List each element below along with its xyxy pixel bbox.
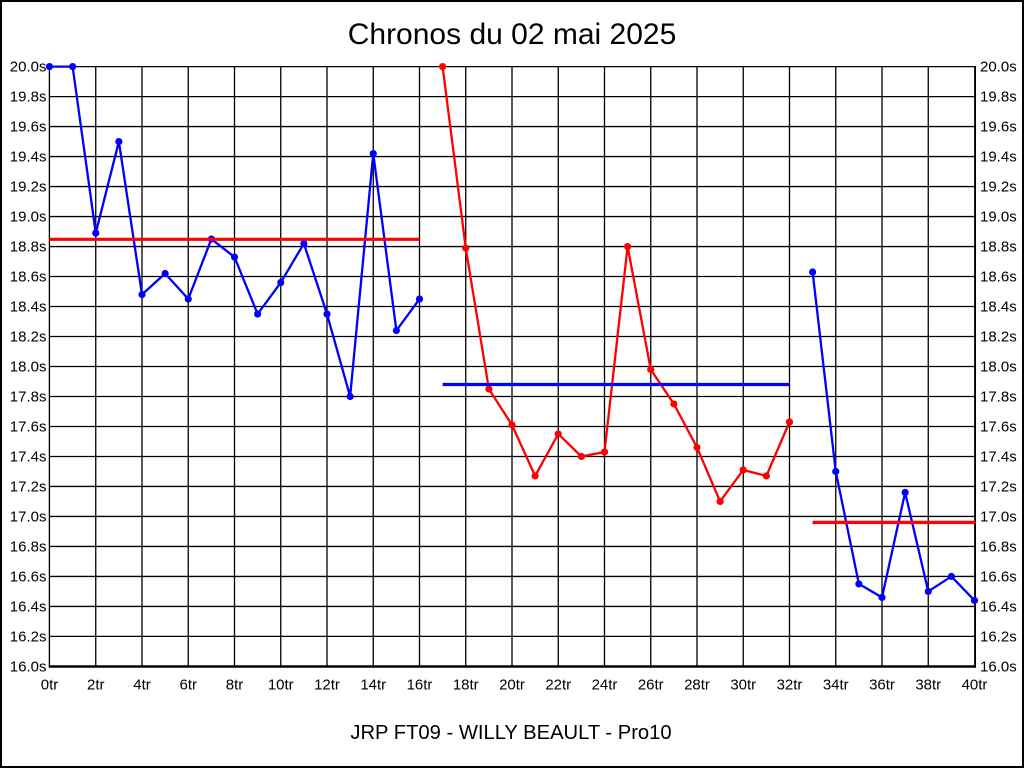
svg-text:10tr: 10tr bbox=[268, 677, 294, 694]
svg-text:2tr: 2tr bbox=[87, 677, 105, 694]
svg-text:19.4s: 19.4s bbox=[980, 148, 1017, 165]
svg-text:38tr: 38tr bbox=[915, 677, 941, 694]
svg-text:17.8s: 17.8s bbox=[980, 388, 1017, 405]
svg-text:Chronos du 02 mai 2025: Chronos du 02 mai 2025 bbox=[348, 18, 677, 51]
svg-text:JRP FT09 - WILLY BEAULT - Pro1: JRP FT09 - WILLY BEAULT - Pro10 bbox=[350, 722, 671, 744]
svg-text:19.0s: 19.0s bbox=[10, 208, 47, 225]
svg-text:16.2s: 16.2s bbox=[10, 628, 47, 645]
svg-text:17.0s: 17.0s bbox=[980, 508, 1017, 525]
svg-text:16.6s: 16.6s bbox=[10, 568, 47, 585]
svg-text:19.4s: 19.4s bbox=[10, 148, 47, 165]
svg-text:17.4s: 17.4s bbox=[10, 448, 47, 465]
svg-text:18.4s: 18.4s bbox=[980, 298, 1017, 315]
svg-text:16.4s: 16.4s bbox=[10, 598, 47, 615]
svg-text:19.8s: 19.8s bbox=[10, 88, 47, 105]
svg-text:36tr: 36tr bbox=[869, 677, 895, 694]
svg-text:4tr: 4tr bbox=[133, 677, 151, 694]
svg-text:17.2s: 17.2s bbox=[10, 478, 47, 495]
svg-text:18.6s: 18.6s bbox=[10, 268, 47, 285]
svg-text:16.2s: 16.2s bbox=[980, 628, 1017, 645]
svg-text:28tr: 28tr bbox=[684, 677, 710, 694]
svg-text:19.6s: 19.6s bbox=[10, 118, 47, 135]
svg-text:30tr: 30tr bbox=[730, 677, 756, 694]
svg-text:16.0s: 16.0s bbox=[980, 658, 1017, 675]
svg-text:16.8s: 16.8s bbox=[10, 538, 47, 555]
svg-text:17.4s: 17.4s bbox=[980, 448, 1017, 465]
svg-text:16.8s: 16.8s bbox=[980, 538, 1017, 555]
svg-text:18.0s: 18.0s bbox=[980, 358, 1017, 375]
svg-text:19.6s: 19.6s bbox=[980, 118, 1017, 135]
svg-text:17.0s: 17.0s bbox=[10, 508, 47, 525]
svg-text:6tr: 6tr bbox=[179, 677, 197, 694]
svg-text:18tr: 18tr bbox=[453, 677, 479, 694]
svg-text:19.0s: 19.0s bbox=[980, 208, 1017, 225]
svg-text:20.0s: 20.0s bbox=[10, 59, 47, 76]
svg-text:8tr: 8tr bbox=[226, 677, 244, 694]
svg-text:17.6s: 17.6s bbox=[980, 418, 1017, 435]
svg-text:26tr: 26tr bbox=[638, 677, 664, 694]
svg-text:0tr: 0tr bbox=[41, 677, 59, 694]
svg-text:17.2s: 17.2s bbox=[980, 478, 1017, 495]
svg-text:18.4s: 18.4s bbox=[10, 298, 47, 315]
svg-text:16tr: 16tr bbox=[407, 677, 433, 694]
svg-text:34tr: 34tr bbox=[823, 677, 849, 694]
svg-text:22tr: 22tr bbox=[545, 677, 571, 694]
svg-text:20tr: 20tr bbox=[499, 677, 525, 694]
svg-text:40tr: 40tr bbox=[962, 677, 988, 694]
svg-text:16.0s: 16.0s bbox=[10, 658, 47, 675]
svg-text:18.8s: 18.8s bbox=[980, 238, 1017, 255]
svg-text:16.4s: 16.4s bbox=[980, 598, 1017, 615]
svg-text:32tr: 32tr bbox=[777, 677, 803, 694]
svg-text:18.2s: 18.2s bbox=[980, 328, 1017, 345]
svg-text:18.2s: 18.2s bbox=[10, 328, 47, 345]
svg-text:14tr: 14tr bbox=[360, 677, 386, 694]
svg-text:20.0s: 20.0s bbox=[980, 59, 1017, 76]
svg-text:19.2s: 19.2s bbox=[10, 178, 47, 195]
svg-text:18.0s: 18.0s bbox=[10, 358, 47, 375]
svg-text:12tr: 12tr bbox=[314, 677, 340, 694]
svg-text:24tr: 24tr bbox=[592, 677, 618, 694]
svg-text:19.8s: 19.8s bbox=[980, 88, 1017, 105]
svg-text:17.8s: 17.8s bbox=[10, 388, 47, 405]
svg-text:18.6s: 18.6s bbox=[980, 268, 1017, 285]
svg-text:19.2s: 19.2s bbox=[980, 178, 1017, 195]
svg-text:18.8s: 18.8s bbox=[10, 238, 47, 255]
svg-text:17.6s: 17.6s bbox=[10, 418, 47, 435]
svg-text:16.6s: 16.6s bbox=[980, 568, 1017, 585]
